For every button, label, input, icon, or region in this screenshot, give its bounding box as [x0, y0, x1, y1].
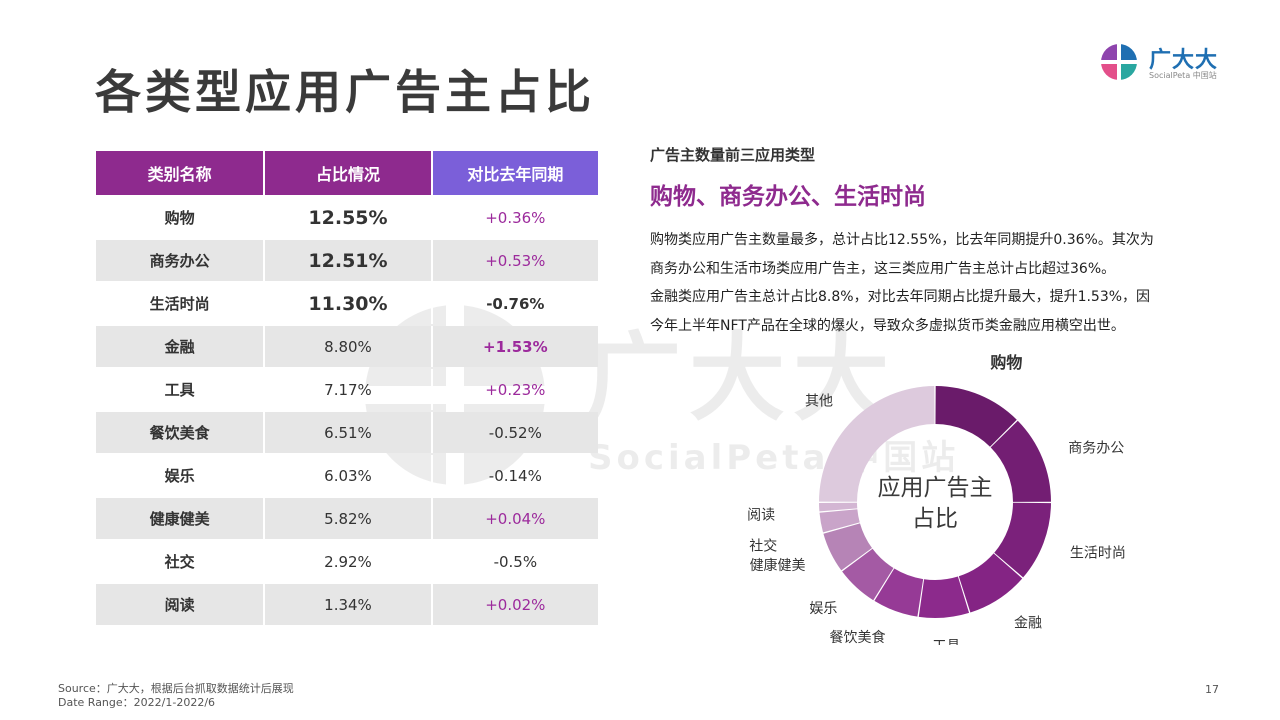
share-cell: 7.17%: [263, 369, 430, 410]
table-header-row: 类别名称 占比情况 对比去年同期: [96, 151, 598, 195]
insight-headline: 购物、商务办公、生活时尚: [650, 184, 926, 210]
table-row: 工具 7.17% +0.23%: [96, 369, 598, 410]
table-row: 社交 2.92% -0.5%: [96, 541, 598, 582]
slice-label: 其他: [805, 393, 833, 409]
yoy-cell: -0.14%: [430, 455, 598, 496]
category-cell: 金融: [96, 326, 264, 367]
donut-slice: [918, 576, 970, 618]
column-header-share: 占比情况: [263, 151, 431, 195]
table-row: 购物 12.55% +0.36%: [96, 197, 598, 238]
brand-subtitle: SocialPeta 中国站: [1149, 71, 1217, 80]
insight-line: 购物类应用广告主数量最多，总计占比12.55%，比去年同期提升0.36%。其次为: [650, 232, 1154, 248]
table-row: 阅读 1.34% +0.02%: [96, 584, 598, 625]
brand-logo: 广大大 SocialPeta 中国站: [1097, 40, 1227, 84]
center-label-line-1: 应用广告主: [878, 475, 993, 501]
yoy-cell: +1.53%: [430, 326, 598, 367]
share-cell: 1.34%: [263, 584, 431, 625]
yoy-cell: +0.53%: [430, 240, 598, 281]
donut-slice: [874, 568, 924, 617]
share-cell: 5.82%: [263, 498, 431, 539]
slice-label: 社交: [749, 538, 777, 555]
insight-line: 商务办公和生活市场类应用广告主，这三类应用广告主总计占比超过36%。: [650, 260, 1116, 277]
category-cell: 社交: [164, 553, 195, 571]
column-header-category: 类别名称: [96, 151, 264, 195]
yoy-cell: +0.36%: [430, 197, 598, 238]
category-cell: 娱乐: [164, 467, 195, 485]
donut-slice: [823, 523, 872, 571]
insight-line: 今年上半年NFT产品在全球的爆火，导致众多虚拟货币类金融应用横空出世。: [650, 317, 1125, 334]
page-title: 各类型应用广告主占比: [95, 65, 595, 119]
insight-body: 购物类应用广告主数量最多，总计占比12.55%，比去年同期提升0.36%。其次为…: [650, 226, 1230, 340]
slice-label: 金融: [1014, 615, 1042, 631]
slice-label: 餐饮美食: [829, 629, 885, 645]
column-header-yoy: 对比去年同期: [430, 151, 598, 195]
slice-label: 阅读: [747, 507, 775, 524]
slice-label: 娱乐: [809, 601, 837, 617]
brand-name: 广大大: [1149, 48, 1219, 73]
donut-slice: [819, 502, 858, 512]
yoy-cell: +0.02%: [430, 584, 598, 625]
slice-label: 生活时尚: [1070, 546, 1126, 562]
table-row: 餐饮美食 6.51% -0.52%: [96, 412, 598, 453]
table-row: 健康健美 5.82% +0.04%: [96, 498, 598, 539]
donut-slice: [935, 386, 1017, 447]
insight-line: 金融类应用广告主总计占比8.8%，对比去年同期占比提升最大，提升1.53%，因: [650, 289, 1151, 305]
donut-slice: [842, 548, 894, 601]
category-cell: 生活时尚: [149, 295, 210, 313]
donut-chart-svg: 购物商务办公生活时尚金融工具 餐饮美食 娱乐 健康健美 社交 阅读 其他 应用广告主 占比: [747, 353, 1126, 655]
table-row: 生活时尚 11.30% -0.76%: [96, 283, 598, 324]
donut-chart: 购物商务办公生活时尚金融工具 餐饮美食 娱乐 健康健美 社交 阅读 其他 应用广告主 占比: [740, 345, 1170, 655]
share-cell: 12.55%: [263, 197, 430, 238]
table-row: 商务办公 12.51% +0.53%: [96, 240, 598, 281]
slice-label: 工具: [932, 639, 960, 645]
donut-slice: [990, 420, 1051, 502]
slice-label: 健康健美: [750, 557, 806, 574]
yoy-cell: -0.5%: [430, 541, 598, 582]
footer-source: Source：广大大，根据后台抓取数据统计后展现 Date Range：2022…: [58, 682, 294, 710]
donut-slices: [819, 386, 1051, 618]
category-cell: 工具: [164, 381, 195, 399]
category-cell: 餐饮美食: [96, 412, 264, 453]
share-cell: 6.51%: [263, 412, 431, 453]
category-cell: 购物: [164, 209, 195, 227]
slice-label: 商务办公: [1068, 440, 1124, 456]
donut-slice: [958, 553, 1023, 613]
category-share-table: 类别名称 占比情况 对比去年同期 购物 12.55% +0.36% 商务办公 1…: [96, 149, 598, 627]
share-cell: 12.51%: [263, 240, 431, 281]
slice-label: 购物: [990, 353, 1022, 372]
table-row: 娱乐 6.03% -0.14%: [96, 455, 598, 496]
category-cell: 阅读: [96, 584, 264, 625]
yoy-cell: +0.23%: [430, 369, 598, 410]
share-cell: 6.03%: [263, 455, 430, 496]
share-cell: 2.92%: [263, 541, 430, 582]
yoy-cell: -0.76%: [430, 283, 598, 324]
footer-date-range: Date Range：2022/1-2022/6: [58, 696, 216, 709]
center-label-line-2: 占比: [912, 506, 958, 532]
category-cell: 商务办公: [96, 240, 264, 281]
page-number: 17: [1205, 683, 1219, 696]
brand-mark-icon: [1101, 44, 1137, 80]
share-cell: 11.30%: [263, 283, 430, 324]
donut-labels: 购物商务办公生活时尚金融工具 餐饮美食 娱乐 健康健美 社交 阅读 其他: [747, 353, 1126, 655]
donut-slice: [994, 502, 1051, 578]
category-cell: 健康健美: [96, 498, 264, 539]
footer-source-line: Source：广大大，根据后台抓取数据统计后展现: [58, 682, 294, 695]
yoy-cell: +0.04%: [430, 498, 598, 539]
donut-slice: [819, 509, 860, 533]
insight-kicker: 广告主数量前三应用类型: [650, 146, 816, 164]
share-cell: 8.80%: [263, 326, 431, 367]
donut-slice: [819, 386, 935, 502]
yoy-cell: -0.52%: [430, 412, 598, 453]
table-row: 金融 8.80% +1.53%: [96, 326, 598, 367]
